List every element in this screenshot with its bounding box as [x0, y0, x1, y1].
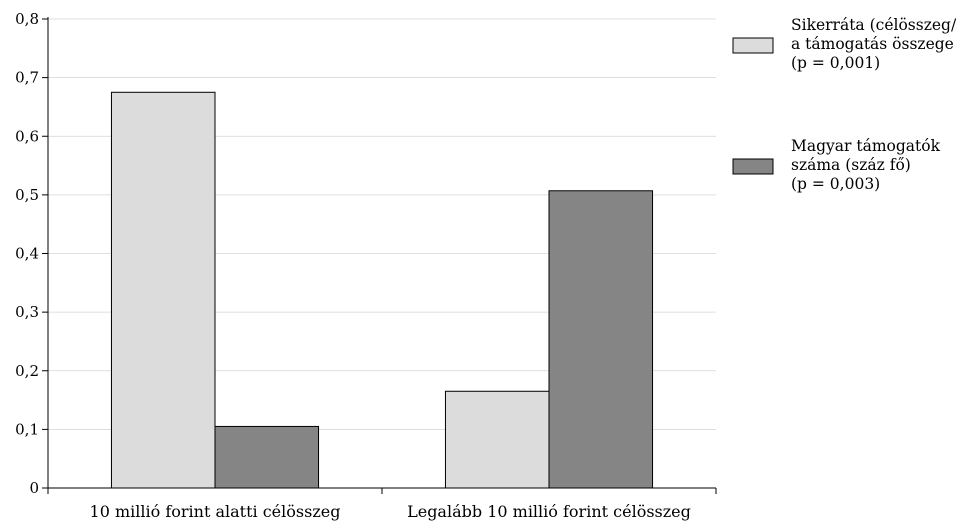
y-tick-label: 0,3	[15, 303, 39, 321]
legend-label: Magyar támogatók	[791, 137, 941, 155]
legend-label: Sikerráta (célösszeg/	[791, 16, 957, 34]
y-tick-label: 0,6	[15, 127, 39, 145]
legend-item: Sikerráta (célösszeg/a támogatás összege…	[732, 16, 957, 72]
legend-label: (p = 0,001)	[791, 54, 880, 72]
y-tick-label: 0,8	[15, 10, 39, 28]
legend-swatch	[732, 37, 774, 54]
bar	[214, 425, 320, 489]
legend-label: (p = 0,003)	[791, 175, 880, 193]
legend: Sikerráta (célösszeg/a támogatás összege…	[732, 16, 957, 193]
x-tick-label: 10 millió forint alatti célösszeg	[90, 502, 341, 521]
y-tick-label: 0,7	[15, 69, 39, 87]
y-tick-label: 0	[29, 479, 39, 497]
legend-label: a támogatás összege	[791, 35, 954, 53]
y-tick-label: 0,2	[15, 362, 39, 380]
bar	[110, 91, 216, 489]
legend-swatch	[732, 158, 774, 175]
x-axis-ticks: 10 millió forint alatti célösszeg Legaláb…	[47, 488, 717, 521]
bar	[444, 390, 550, 489]
y-tick-label: 0,1	[15, 420, 39, 438]
y-axis-ticks: 0 0,1 0,2 0,3 0,4 0,5 0,6 0,7 0,8	[15, 10, 48, 497]
y-tick-label: 0,4	[15, 245, 39, 263]
bars	[110, 91, 654, 489]
y-tick-label: 0,5	[15, 186, 39, 204]
x-tick-label: Legalább 10 millió forint célösszeg	[407, 502, 691, 521]
bar	[548, 190, 654, 489]
legend-label: száma (száz fő)	[791, 156, 911, 174]
